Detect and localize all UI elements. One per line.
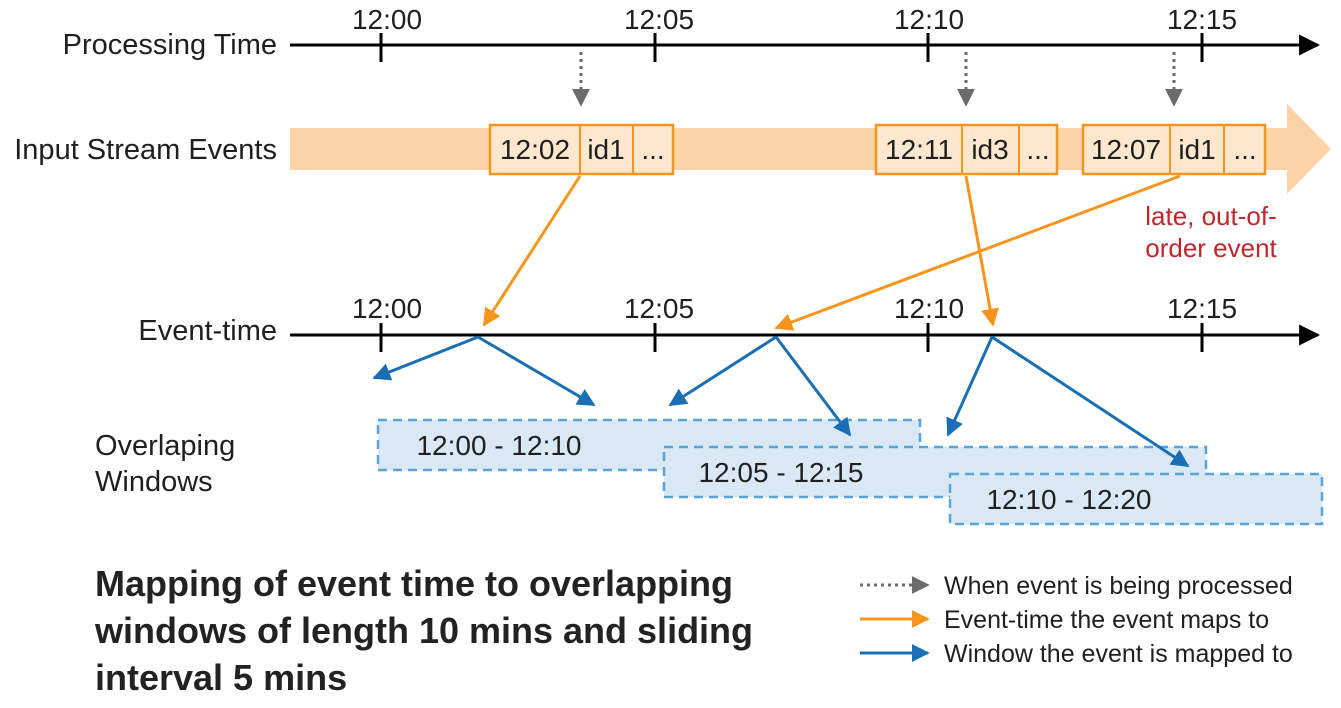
event-time-label: Event-time <box>138 315 277 347</box>
windows-label-line-1: Overlaping <box>95 430 235 462</box>
input-stream-band <box>290 104 1331 194</box>
processing-time-label: Processing Time <box>63 29 277 61</box>
window-label: 12:05 - 12:15 <box>698 457 863 488</box>
input-stream-label: Input Stream Events <box>14 134 277 166</box>
window-arrow <box>477 335 596 407</box>
event-more: ... <box>1026 134 1049 165</box>
windows-label-line-2: Windows <box>95 466 213 498</box>
event-tick-label: 12:10 <box>894 293 964 324</box>
window-arrow <box>946 336 994 437</box>
event-tick-label: 12:15 <box>1167 293 1237 324</box>
caption-line-1: Mapping of event time to overlapping <box>95 563 733 604</box>
event-card: 12:07 id1 ... <box>1081 123 1267 176</box>
late-note-line-1: late, out-of- <box>1145 201 1277 231</box>
event-time-arrow <box>482 175 582 327</box>
window-arrow <box>372 335 479 381</box>
processing-time-ticks: 12:00 12:05 12:10 12:15 <box>352 4 1237 62</box>
event-time: 12:02 <box>500 134 570 165</box>
event-id: id1 <box>1178 134 1215 165</box>
window-box <box>948 472 1324 526</box>
legend-event-time-label: Event-time the event maps to <box>944 606 1269 634</box>
event-more: ... <box>641 134 664 165</box>
processing-tick-label: 12:00 <box>352 4 422 35</box>
caption-line-3: interval 5 mins <box>95 657 347 698</box>
processing-tick-label: 12:10 <box>894 4 964 35</box>
window-arrow <box>991 335 1190 468</box>
legend: When event is being processed Event-time… <box>860 572 1293 668</box>
event-time-ticks: 12:00 12:05 12:10 12:15 <box>352 293 1237 352</box>
event-tick-label: 12:05 <box>624 293 694 324</box>
processing-tick-label: 12:15 <box>1167 4 1237 35</box>
window-arrow <box>668 335 777 407</box>
event-id: id3 <box>971 134 1008 165</box>
event-id: id1 <box>587 134 624 165</box>
event-card: 12:11 id3 ... <box>874 123 1059 176</box>
window-label: 12:10 - 12:20 <box>986 484 1151 515</box>
event-tick-label: 12:00 <box>352 293 422 324</box>
window-label: 12:00 - 12:10 <box>416 430 581 461</box>
legend-processed-label: When event is being processed <box>944 572 1293 600</box>
legend-window-label: Window the event is mapped to <box>944 640 1293 668</box>
window-arrow <box>774 336 852 437</box>
caption-line-2: windows of length 10 mins and sliding <box>94 610 753 651</box>
event-more: ... <box>1233 134 1256 165</box>
event-card: 12:02 id1 ... <box>488 123 675 176</box>
late-note-line-2: order event <box>1145 233 1277 263</box>
event-time: 12:07 <box>1091 134 1161 165</box>
processing-tick-label: 12:05 <box>624 4 694 35</box>
event-time: 12:11 <box>885 134 953 165</box>
event-time-arrow <box>774 174 1181 331</box>
